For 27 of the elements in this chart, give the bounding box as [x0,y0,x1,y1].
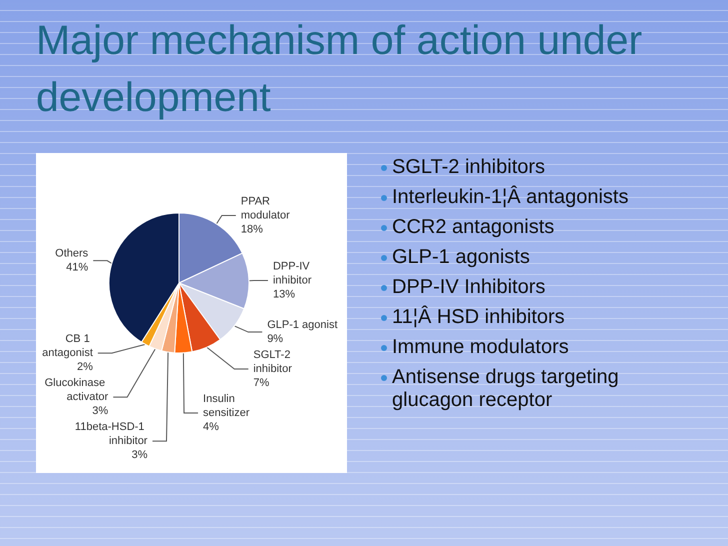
text: SGLT-2 inhibitors [392,156,546,178]
slice-label: CB 1 antagonist [42,333,93,360]
text: Interleukin-1¦Â antagonists [392,186,628,208]
data-label: 13% [272,288,296,300]
text: CCR2 antagonists [392,216,554,238]
data-label: 4% [203,421,220,434]
text: DPP-IV Inhibitors [392,276,546,298]
text: 11¦Â HSD inhibitors [392,306,565,328]
text: Immune modulators [392,336,569,358]
slice-label: DPP-IV inhibitor [272,260,313,286]
slice-label: Glucokinase activator [44,377,109,404]
data-label: 3% [92,405,108,418]
chart-title: Major mechanism of action under development [36,16,644,122]
text: GLP-1 agonists [392,246,530,268]
slice-label: Others [55,248,89,260]
data-label: 41% [66,262,88,274]
text: Antisense drugs targeting glucagon receptor [392,366,619,411]
data-label: 7% [253,377,270,390]
slice-label: SGLT-2 inhibitor [253,349,294,376]
slice-label: Insulin sensitizer [203,393,250,420]
data-label: 9% [267,333,284,346]
slice-label: PPAR modulator [240,195,290,222]
data-label: 3% [132,449,148,462]
data-label: 2% [76,361,94,374]
slice-label: GLP-1 agonist [267,319,338,332]
data-label: 18% [240,223,264,236]
slice-label: 11beta-HSD-1 inhibitor [74,421,148,448]
